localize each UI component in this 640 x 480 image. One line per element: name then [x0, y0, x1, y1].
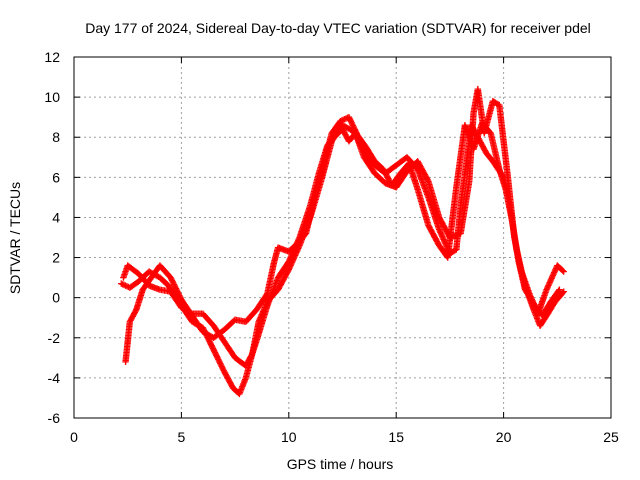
x-tick-label: 5	[178, 429, 186, 445]
data-point	[119, 281, 126, 288]
data-point	[120, 281, 128, 289]
x-tick-label: 25	[603, 429, 619, 445]
data-point	[560, 288, 567, 295]
data-point	[560, 268, 567, 275]
data-markers	[118, 85, 567, 398]
plot-frame	[73, 56, 612, 419]
series-track-c	[122, 113, 563, 366]
x-tick-label: 20	[496, 429, 512, 445]
x-axis-label: GPS time / hours	[287, 456, 394, 472]
y-tick-label: 2	[52, 250, 60, 266]
data-point	[555, 287, 562, 295]
x-tick-label: 10	[281, 429, 297, 445]
y-tick-label: 12	[44, 49, 60, 65]
x-tick-label: 15	[388, 429, 404, 445]
data-point	[338, 117, 345, 124]
y-tick-label: -6	[48, 410, 61, 426]
y-tick-label: 4	[52, 209, 60, 225]
y-tick-label: 6	[52, 169, 60, 185]
data-point	[340, 116, 347, 124]
y-axis-label: SDTVAR / TECUs	[7, 182, 23, 294]
grid-lines	[74, 57, 611, 418]
y-tick-label: 0	[52, 290, 60, 306]
axis-ticks: 0 5 10 15 20 25 -6 -4 -2 0 2 4 6 8 10 12	[44, 49, 619, 445]
y-tick-label: -2	[48, 330, 61, 346]
data-point	[559, 267, 566, 274]
y-tick-label: -4	[48, 370, 61, 386]
data-point	[424, 176, 431, 184]
y-tick-label: 10	[44, 89, 60, 105]
data-point	[337, 117, 344, 125]
data-point	[122, 282, 129, 289]
series-track-b	[118, 85, 567, 398]
data-point	[556, 286, 563, 293]
chart-title: Day 177 of 2024, Sidereal Day-to-day VTE…	[85, 20, 591, 36]
y-tick-label: 8	[52, 129, 60, 145]
x-tick-label: 0	[70, 429, 78, 445]
data-point	[118, 280, 125, 287]
data-point	[559, 289, 566, 296]
